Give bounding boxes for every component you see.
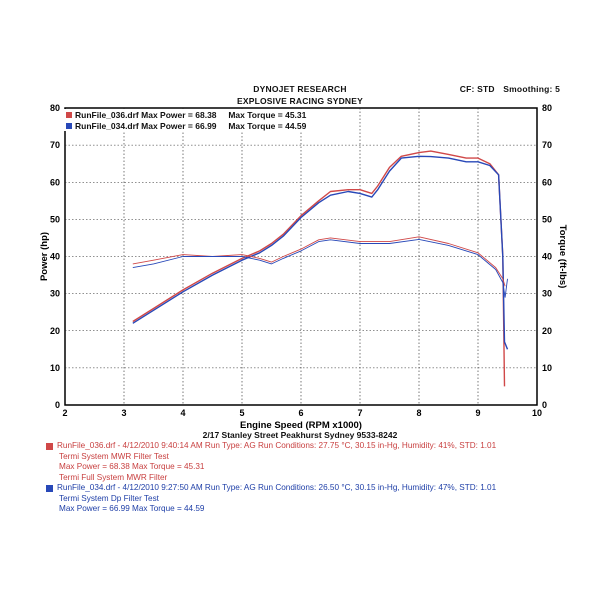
- run-color-swatch: [46, 484, 53, 492]
- y-left-tick-label: 10: [50, 363, 60, 373]
- series-line-runfile-034-drf-torque: [132, 238, 508, 298]
- legend-entry: RunFile_036.drf Max Power = 68.38 Max To…: [66, 109, 306, 120]
- y-right-tick-label: 40: [542, 252, 552, 262]
- y-left-tick-label: 40: [50, 252, 60, 262]
- y-left-tick-label: 0: [55, 400, 60, 410]
- legend-power: Max Power = 66.99: [141, 120, 217, 131]
- x-axis-label: Engine Speed (RPM x1000): [240, 420, 362, 431]
- y-right-tick-label: 10: [542, 363, 552, 373]
- x-tick-label: 3: [121, 408, 126, 418]
- correction-info: CF: STD Smoothing: 5: [454, 84, 560, 94]
- legend-power: Max Power = 68.38: [141, 109, 217, 120]
- y-right-tick-label: 0: [542, 400, 547, 410]
- y-left-axis-label: Power (hp): [39, 232, 50, 281]
- run-description: Termi System MWR Filter Test: [59, 451, 169, 461]
- x-tick-label: 5: [239, 408, 244, 418]
- y-right-tick-label: 70: [542, 140, 552, 150]
- y-left-tick-label: 30: [50, 289, 60, 299]
- x-tick-label: 8: [416, 408, 421, 418]
- cf-label: CF: STD: [459, 84, 495, 94]
- x-tick-label: 6: [298, 408, 303, 418]
- y-right-tick-label: 50: [542, 214, 552, 224]
- x-tick-label: 10: [532, 408, 542, 418]
- smoothing-label: Smoothing: 5: [503, 84, 560, 94]
- legend-run: RunFile_036.drf: [75, 109, 139, 120]
- y-right-tick-label: 30: [542, 289, 552, 299]
- footer-run-036: RunFile_036.drf - 4/12/2010 9:40:14 AM R…: [46, 441, 496, 483]
- run-note: Termi Full System MWR Filter: [59, 472, 168, 482]
- legend-entry: RunFile_034.drf Max Power = 66.99 Max To…: [66, 120, 306, 131]
- y-left-tick-label: 80: [50, 103, 60, 113]
- y-left-tick-label: 60: [50, 177, 60, 187]
- y-left-tick-label: 20: [50, 326, 60, 336]
- x-tick-label: 2: [62, 408, 67, 418]
- run-description: Termi System Dp Filter Test: [59, 493, 159, 503]
- legend-torque: Max Torque = 44.59: [228, 120, 307, 131]
- chart-subtitle: EXPLOSIVE RACING SYDNEY: [237, 96, 363, 106]
- dyno-address: 2/17 Stanley Street Peakhurst Sydney 953…: [202, 430, 398, 440]
- legend-swatch: [66, 122, 72, 129]
- run-max-values: Max Power = 66.99 Max Torque = 44.59: [59, 504, 205, 513]
- run-max-values: Max Power = 68.38 Max Torque = 45.31: [59, 462, 205, 471]
- x-tick-label: 7: [357, 408, 362, 418]
- y-left-tick-label: 50: [50, 214, 60, 224]
- run-info: RunFile_034.drf - 4/12/2010 9:27:50 AM R…: [57, 483, 497, 492]
- legend-run: RunFile_034.drf: [75, 120, 139, 131]
- x-tick-label: 4: [180, 408, 185, 418]
- chart-title: DYNOJET RESEARCH: [253, 84, 347, 94]
- y-right-tick-label: 20: [542, 326, 552, 336]
- y-right-tick-label: 60: [542, 177, 552, 187]
- chart-legend: RunFile_036.drf Max Power = 68.38 Max To…: [64, 109, 309, 131]
- legend-torque: Max Torque = 45.31: [228, 109, 307, 120]
- run-info: RunFile_036.drf - 4/12/2010 9:40:14 AM R…: [57, 441, 497, 450]
- legend-swatch: [66, 111, 72, 118]
- y-left-tick-label: 70: [50, 140, 60, 150]
- run-color-swatch: [46, 442, 53, 450]
- y-right-axis-label: Torque (ft-lbs): [557, 225, 568, 289]
- footer-run-034: RunFile_034.drf - 4/12/2010 9:27:50 AM R…: [46, 483, 496, 515]
- y-right-tick-label: 80: [542, 103, 552, 113]
- x-tick-label: 9: [475, 408, 480, 418]
